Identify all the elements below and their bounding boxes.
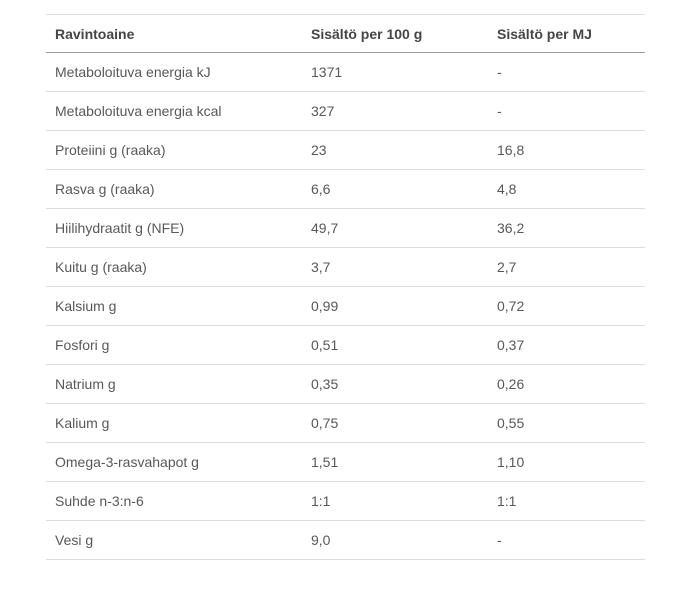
page: Ravintoaine Sisältö per 100 g Sisältö pe…: [46, 14, 645, 560]
table-body: Metaboloituva energia kJ 1371- Metaboloitu…: [46, 53, 645, 560]
nutrition-table: Ravintoaine Sisältö per 100 g Sisältö pe…: [46, 14, 645, 560]
per-100g-cell: 0,75: [311, 415, 339, 431]
nutrient-cell: Proteiini g (raaka): [55, 142, 166, 158]
nutrient-cell: Natrium g: [55, 376, 116, 392]
nutrient-cell: Kuitu g (raaka): [55, 259, 147, 275]
nutrient-cell: Fosfori g: [55, 337, 110, 353]
per-mj-cell: 0,26: [497, 376, 525, 392]
per-mj-cell: 36,2: [497, 220, 525, 236]
per-mj-cell: 0,55: [497, 415, 525, 431]
table-row: Vesi g 9,0 -: [46, 521, 645, 560]
nutrient-cell: Suhde n-3:n-6: [55, 493, 144, 509]
per-100g-cell: 1371: [311, 64, 343, 80]
per-100g-cell: 0,35: [311, 376, 339, 392]
table-row: Rasva g (raaka) 6,6 4,8: [46, 170, 645, 209]
per-100g-cell: 9,0: [311, 532, 331, 548]
nutrient-cell: Metaboloituva energia kJ: [55, 64, 211, 80]
per-mj-cell: 4,8: [497, 181, 517, 197]
table-row: Metaboloituva energia kJ 1371 -: [46, 53, 645, 92]
per-100g-cell: 6,6: [311, 181, 331, 197]
nutrient-cell: Vesi g: [55, 532, 94, 548]
table-row: Metaboloituva energia kcal 327 -: [46, 92, 645, 131]
per-100g-cell: 0,51: [311, 337, 339, 353]
nutrient-cell: Kalium g: [55, 415, 110, 431]
per-mj-cell: -: [497, 532, 502, 548]
per-mj-cell: 1,10: [497, 454, 525, 470]
nutrient-cell: Hiilihydraatit g (NFE): [55, 220, 185, 236]
table-row: Suhde n-3:n-6 1:1 1:1: [46, 482, 645, 521]
per-100g-cell: 327: [311, 103, 335, 119]
per-100g-cell: 49,7: [311, 220, 339, 236]
nutrient-cell: Kalsium g: [55, 298, 117, 314]
table-row: Kuitu g (raaka) 3,7 2,7: [46, 248, 645, 287]
table-row: Hiilihydraatit g (NFE) 49,7 36,2: [46, 209, 645, 248]
per-mj-cell: 1:1: [497, 493, 517, 509]
per-mj-cell: -: [497, 103, 502, 119]
per-mj-cell: -: [497, 64, 502, 80]
per-100g-cell: 0,99: [311, 298, 339, 314]
per-mj-cell: 0,37: [497, 337, 525, 353]
table-row: Kalium g 0,75 0,55: [46, 404, 645, 443]
per-100g-cell: 23: [311, 142, 327, 158]
per-100g-cell: 3,7: [311, 259, 331, 275]
per-mj-cell: 16,8: [497, 142, 525, 158]
table-row: Omega-3-rasvahapot g 1,51 1,10: [46, 443, 645, 482]
per-100g-cell: 1:1: [311, 493, 331, 509]
per-mj-cell: 0,72: [497, 298, 525, 314]
column-header-per-100g: Sisältö per 100 g: [311, 25, 423, 42]
column-header-nutrient: Ravintoaine: [55, 25, 135, 42]
nutrient-cell: Metaboloituva energia kcal: [55, 103, 222, 119]
table-row: Natrium g 0,35 0,26: [46, 365, 645, 404]
table-row: Proteiini g (raaka) 23 16,8: [46, 131, 645, 170]
per-mj-cell: 2,7: [497, 259, 517, 275]
table-header-row: Ravintoaine Sisältö per 100 g Sisältö pe…: [46, 14, 645, 53]
nutrient-cell: Omega-3-rasvahapot g: [55, 454, 199, 470]
per-100g-cell: 1,51: [311, 454, 339, 470]
table-row: Kalsium g 0,99 0,72: [46, 287, 645, 326]
column-header-per-mj: Sisältö per MJ: [497, 25, 592, 42]
table-row: Fosfori g 0,51 0,37: [46, 326, 645, 365]
nutrient-cell: Rasva g (raaka): [55, 181, 155, 197]
